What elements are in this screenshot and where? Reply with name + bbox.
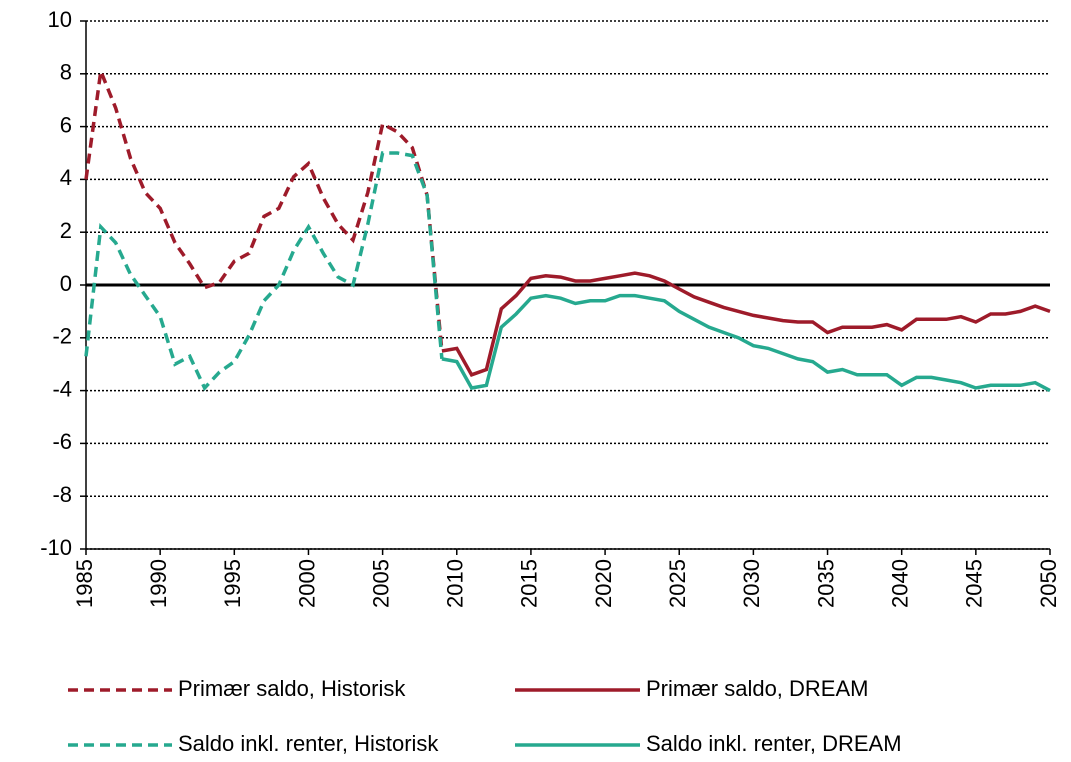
y-tick-label: -4	[52, 376, 72, 401]
y-tick-label: -2	[52, 324, 72, 349]
x-tick-label: 1985	[72, 559, 97, 608]
series-line	[84, 151, 444, 392]
x-tick-label: 2020	[591, 559, 616, 608]
legend-label: Primær saldo, Historisk	[178, 676, 406, 701]
x-tick-label: 1995	[220, 559, 245, 608]
series-line	[441, 271, 1051, 377]
y-tick-label: 10	[48, 7, 72, 32]
y-tick-label: 2	[60, 218, 72, 243]
y-tick-label: 6	[60, 112, 72, 137]
y-tick-label: -10	[40, 535, 72, 560]
legend-label: Primær saldo, DREAM	[646, 676, 868, 701]
x-tick-label: 2045	[962, 559, 987, 608]
x-tick-label: 2015	[517, 559, 542, 608]
x-tick-label: 2010	[443, 559, 468, 608]
x-tick-label: 2025	[665, 559, 690, 608]
x-tick-label: 2050	[1036, 559, 1061, 608]
x-tick-label: 2000	[294, 559, 319, 608]
series-line	[84, 64, 444, 352]
legend-label: Saldo inkl. renter, DREAM	[646, 731, 902, 756]
x-tick-label: 2030	[739, 559, 764, 608]
x-tick-label: 2035	[813, 559, 838, 608]
y-tick-label: 8	[60, 60, 72, 85]
series-line	[441, 293, 1051, 393]
x-tick-label: 2005	[368, 559, 393, 608]
y-tick-label: 4	[60, 165, 72, 190]
y-tick-label: 0	[60, 271, 72, 296]
x-tick-label: 1990	[146, 559, 171, 608]
x-tick-label: 2040	[888, 559, 913, 608]
legend-label: Saldo inkl. renter, Historisk	[178, 731, 439, 756]
y-tick-label: -6	[52, 429, 72, 454]
y-tick-label: -8	[52, 482, 72, 507]
